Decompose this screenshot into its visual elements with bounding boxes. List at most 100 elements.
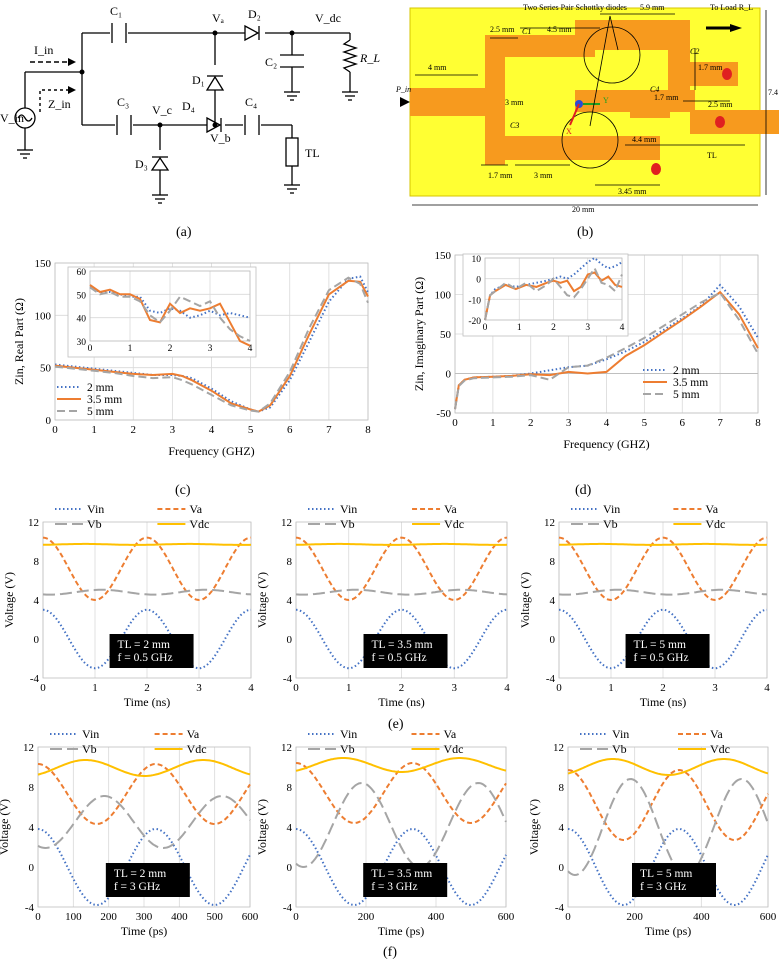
y-tick-label: -4	[30, 673, 40, 685]
series-line	[89, 286, 251, 319]
x-tick-label: 2	[168, 344, 173, 354]
legend-label: Vin	[87, 502, 104, 516]
legend-label: Vdc	[710, 742, 730, 756]
annotation-box	[105, 863, 190, 897]
pcb-pads	[651, 68, 732, 175]
series-va	[37, 763, 251, 826]
pcb-to-load-label: To Load R_L	[710, 3, 753, 12]
series-line	[454, 291, 759, 410]
x-tick-label: 0	[293, 911, 299, 923]
pcb-dim-1-7a: 1.7 mm	[698, 63, 723, 72]
x-tick-label: 1	[128, 344, 133, 354]
y-tick-label: 4	[559, 822, 565, 834]
annotation-text: TL = 3.5 mm	[372, 639, 433, 651]
y-tick-label: 8	[29, 782, 35, 794]
pcb-dim-7-4: 7.4 mm	[768, 88, 779, 97]
series-vb	[42, 588, 252, 596]
pcb-tl-label: TL	[707, 151, 717, 160]
y-tick-label: -4	[283, 902, 293, 914]
series-va	[295, 762, 507, 825]
label-d2: D₂	[248, 7, 261, 21]
x-tick-label: 0	[35, 911, 41, 923]
x-tick-label: 0	[452, 417, 458, 429]
y-axis-label: Voltage (V)	[255, 799, 269, 855]
y-axis-label: Voltage (V)	[255, 572, 269, 628]
series-vdc	[43, 542, 252, 546]
y-axis-label: Voltage (V)	[2, 572, 16, 628]
plot-frame	[558, 521, 768, 679]
x-tick-label: 5	[642, 417, 648, 429]
series-line	[89, 286, 251, 342]
pcb-c3-label: C3	[510, 121, 519, 130]
x-axis-label: Frequency (GHZ)	[563, 437, 649, 451]
series-vdc	[567, 758, 769, 776]
x-tick-label: 2	[131, 424, 137, 436]
x-tick-label: 100	[65, 911, 82, 923]
y-tick-label: 8	[550, 556, 556, 568]
annotation-text: TL = 2 mm	[118, 639, 170, 651]
series-vb	[558, 588, 768, 596]
series-vin	[295, 827, 507, 907]
y-tick-label: 0	[446, 369, 452, 381]
y-tick-label: -50	[436, 408, 451, 420]
pcb-dim-2-5a: 2.5 mm	[490, 25, 515, 34]
x-tick-label: 1	[490, 417, 496, 429]
ground-symbols	[17, 91, 358, 204]
legend-label: Va	[710, 727, 723, 741]
plot-frame	[295, 521, 508, 679]
x-tick-label: 6	[287, 424, 293, 436]
x-tick-label: 2	[551, 323, 556, 333]
plot-frame	[484, 257, 623, 321]
legend-label: 5 mm	[87, 406, 114, 418]
annotation-text: TL = 2 mm	[114, 868, 166, 880]
legend-label: Va	[187, 727, 200, 741]
plot-frame	[42, 521, 252, 679]
x-tick-label: 300	[136, 911, 153, 923]
annotation-text: TL = 5 mm	[634, 639, 686, 651]
pcb-dim-2-5b: 2.5 mm	[708, 100, 733, 109]
x-tick-label: 4	[620, 323, 625, 333]
x-tick-label: 200	[626, 911, 643, 923]
x-axis-label: Time (ps)	[378, 924, 425, 938]
legend-label: Vb	[87, 517, 102, 531]
x-axis-label: Time (ns)	[640, 695, 687, 709]
series-vin	[295, 608, 508, 670]
panel-a-schematic	[14, 23, 359, 204]
series-vdc	[296, 542, 508, 546]
series-line	[484, 266, 623, 321]
y-tick-label: 150	[435, 250, 452, 262]
legend-label: Vb	[603, 517, 618, 531]
series-va	[42, 536, 252, 602]
y-tick-label: 12	[23, 742, 34, 754]
caption-e: (e)	[388, 717, 404, 732]
annotation-box	[363, 634, 448, 668]
annotation-text: TL = 5 mm	[640, 868, 692, 880]
x-tick-label: 4	[764, 682, 770, 694]
annotation-box	[625, 634, 710, 668]
pcb-dim-3-45: 3.45 mm	[618, 187, 647, 196]
y-tick-label: 0	[476, 276, 481, 286]
series-vb	[37, 794, 251, 850]
legend-label: Vb	[82, 742, 97, 756]
legend-label: Va	[189, 502, 202, 516]
x-tick-label: 4	[209, 424, 215, 436]
y-tick-label: 10	[472, 255, 482, 265]
x-tick-label: 0	[483, 323, 488, 333]
annotation-text: f = 3 GHz	[114, 881, 160, 893]
legend-label: Va	[444, 502, 457, 516]
label-c3: C₃	[117, 95, 129, 109]
x-tick-label: 400	[428, 911, 445, 923]
y-axis-label: Zin, Real Part (Ω)	[12, 298, 26, 385]
y-tick-label: 4	[287, 595, 293, 607]
y-tick-label: 4	[550, 595, 556, 607]
x-tick-label: 1	[608, 682, 614, 694]
annotation-box	[632, 863, 716, 897]
label-c2: C₂	[265, 55, 277, 69]
x-tick-label: 3	[712, 682, 718, 694]
pcb-c2-label: C2	[690, 47, 699, 56]
pcb-dim-4-4: 4.4 mm	[632, 135, 657, 144]
pcb-x-label: X	[566, 127, 572, 136]
